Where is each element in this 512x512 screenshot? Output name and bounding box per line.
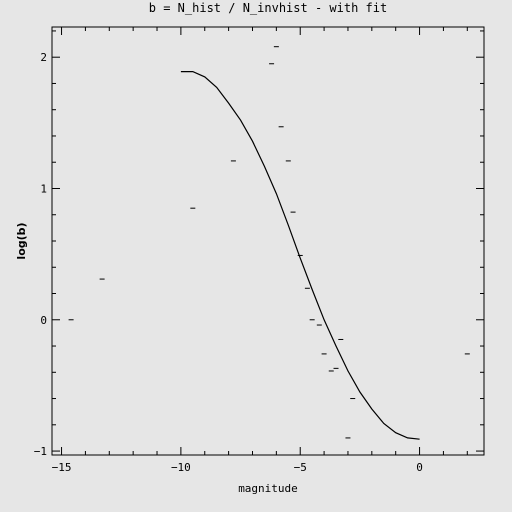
x-tick-label: 0 xyxy=(416,461,423,474)
x-axis-label: magnitude xyxy=(238,482,298,495)
chart-title: b = N_hist / N_invhist - with fit xyxy=(149,1,387,15)
x-tick-label: −5 xyxy=(294,461,307,474)
plot-frame xyxy=(51,26,485,456)
y-tick-label: 2 xyxy=(40,51,47,64)
y-tick-label: 0 xyxy=(40,314,47,327)
axis-ticks xyxy=(52,27,484,455)
fit-curve xyxy=(180,71,420,440)
x-tick-label: −15 xyxy=(52,461,72,474)
y-tick-label: 1 xyxy=(40,182,47,195)
data-points xyxy=(68,46,470,439)
y-axis-label: log(b) xyxy=(15,222,28,259)
x-tick-label: −10 xyxy=(171,461,191,474)
y-tick-label: −1 xyxy=(34,445,47,458)
